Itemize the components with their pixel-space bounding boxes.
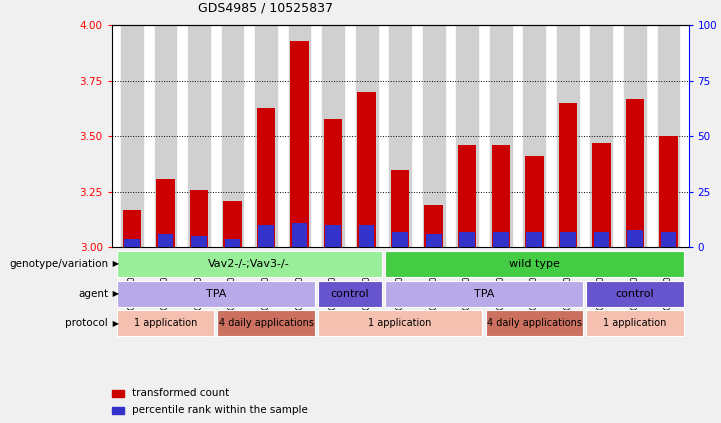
Bar [291,41,309,247]
Bar [590,25,612,247]
Bar [358,92,376,247]
Bar [221,25,244,247]
Text: wild type: wild type [509,259,559,269]
FancyBboxPatch shape [117,280,314,307]
FancyBboxPatch shape [385,280,583,307]
Bar [426,234,441,247]
Bar [124,239,140,247]
Bar [557,25,579,247]
Bar [423,25,445,247]
Bar [392,232,408,247]
Bar [592,143,611,247]
FancyBboxPatch shape [586,280,684,307]
Bar [659,137,678,247]
FancyBboxPatch shape [486,310,583,336]
Bar [559,103,577,247]
Bar [324,119,342,247]
Bar [154,25,177,247]
Bar [490,25,512,247]
Text: 4 daily applications: 4 daily applications [487,318,582,328]
Bar [391,170,410,247]
Bar [492,146,510,247]
Text: 1 application: 1 application [368,318,432,328]
Bar [560,232,575,247]
Bar [112,407,124,414]
Text: Vav2-/-;Vav3-/-: Vav2-/-;Vav3-/- [208,259,290,269]
Text: 1 application: 1 application [133,318,197,328]
Text: ▶: ▶ [110,289,119,298]
Bar [156,179,174,247]
Text: ▶: ▶ [110,319,119,328]
Bar [456,25,478,247]
FancyBboxPatch shape [318,280,381,307]
Text: TPA: TPA [205,288,226,299]
Text: GDS4985 / 10525837: GDS4985 / 10525837 [198,2,333,15]
Bar [526,232,542,247]
Bar [191,236,207,247]
Text: transformed count: transformed count [132,388,229,398]
Bar [258,225,274,247]
Bar [425,205,443,247]
Bar [322,25,344,247]
Text: control: control [330,288,369,299]
Bar [493,232,508,247]
Bar [658,25,679,247]
Text: ▶: ▶ [110,259,119,269]
Bar [292,223,307,247]
Bar [188,25,210,247]
FancyBboxPatch shape [117,251,381,277]
Bar [626,99,644,247]
Bar [121,25,143,247]
Bar [458,146,477,247]
FancyBboxPatch shape [218,310,314,336]
Text: 1 application: 1 application [603,318,667,328]
Text: 4 daily applications: 4 daily applications [218,318,314,328]
Bar [112,390,124,397]
Bar [459,232,475,247]
Bar [123,210,141,247]
Text: agent: agent [78,288,108,299]
Bar [255,25,277,247]
Text: percentile rank within the sample: percentile rank within the sample [132,405,307,415]
FancyBboxPatch shape [385,251,684,277]
Text: genotype/variation: genotype/variation [9,259,108,269]
Bar [225,239,240,247]
Bar [359,225,374,247]
Bar [325,225,341,247]
Text: control: control [616,288,654,299]
Bar [624,25,646,247]
Bar [525,157,544,247]
Bar [593,232,609,247]
Bar [627,230,642,247]
Text: protocol: protocol [66,318,108,328]
FancyBboxPatch shape [117,310,214,336]
FancyBboxPatch shape [586,310,684,336]
Bar [389,25,411,247]
FancyBboxPatch shape [318,310,482,336]
Bar [158,234,173,247]
Bar [288,25,311,247]
Bar [190,190,208,247]
Bar [660,232,676,247]
Bar [257,107,275,247]
Bar [224,201,242,247]
Text: TPA: TPA [474,288,494,299]
Bar [523,25,545,247]
Bar [355,25,378,247]
